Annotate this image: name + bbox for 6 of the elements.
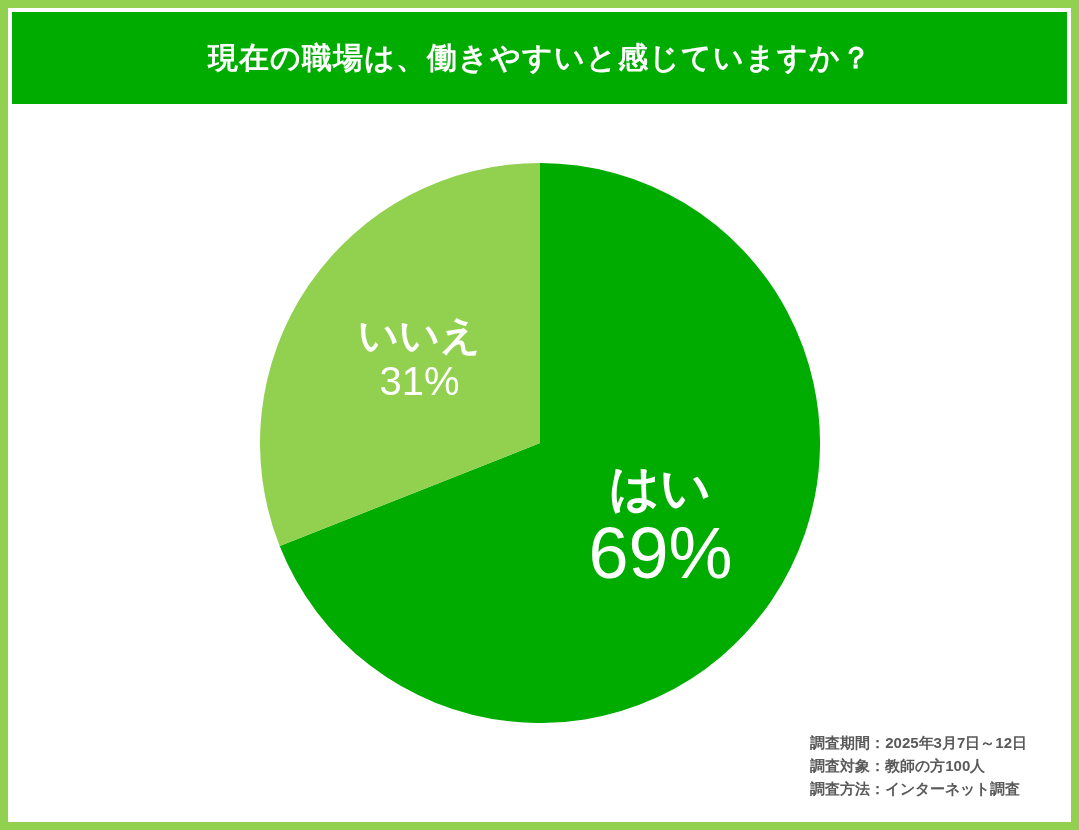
slice-label: いいえ bbox=[358, 313, 482, 358]
data-label: 31% bbox=[379, 359, 460, 404]
chart-title: 現在の職場は、働きやすいと感じていますか？ bbox=[12, 12, 1067, 104]
text: 調査方法：インターネット調査 bbox=[810, 779, 1022, 799]
text: 調査期間：2025年3月7日～12日 bbox=[810, 733, 1027, 753]
text: 調査対象：教師の方100人 bbox=[810, 756, 987, 776]
